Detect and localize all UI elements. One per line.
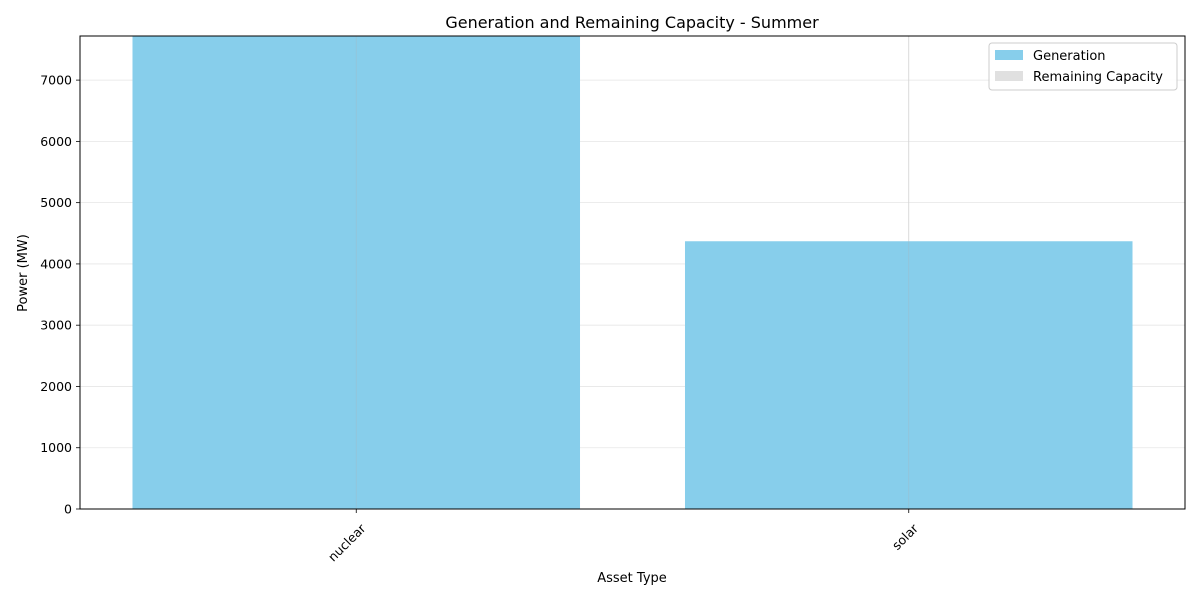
legend-swatch bbox=[995, 71, 1023, 81]
legend-swatch bbox=[995, 50, 1023, 60]
bar-generation-nuclear bbox=[132, 36, 581, 509]
y-tick-label: 3000 bbox=[40, 318, 72, 333]
y-tick-label: 1000 bbox=[40, 440, 72, 455]
bars-layer bbox=[132, 36, 1133, 509]
plot-frame bbox=[79, 35, 1186, 510]
legend: Generation Remaining Capacity bbox=[988, 42, 1178, 91]
legend-label: Remaining Capacity bbox=[1033, 70, 1163, 85]
legend-box bbox=[988, 42, 1178, 91]
x-tick-label: nuclear bbox=[325, 520, 369, 564]
chart-title: Generation and Remaining Capacity - Summ… bbox=[445, 13, 819, 32]
legend-label: Generation bbox=[1033, 49, 1106, 64]
y-tick-label: 5000 bbox=[40, 195, 72, 210]
y-tick-label: 2000 bbox=[40, 379, 72, 394]
x-axis-label: Asset Type bbox=[597, 571, 667, 586]
bar-generation-solar bbox=[684, 241, 1133, 509]
y-tick-label: 0 bbox=[64, 502, 72, 517]
y-tick-label: 4000 bbox=[40, 256, 72, 271]
y-axis-label: Power (MW) bbox=[16, 234, 31, 312]
x-tick-label: solar bbox=[889, 520, 922, 553]
y-tick-label: 7000 bbox=[40, 73, 72, 88]
y-tick-label: 6000 bbox=[40, 134, 72, 149]
